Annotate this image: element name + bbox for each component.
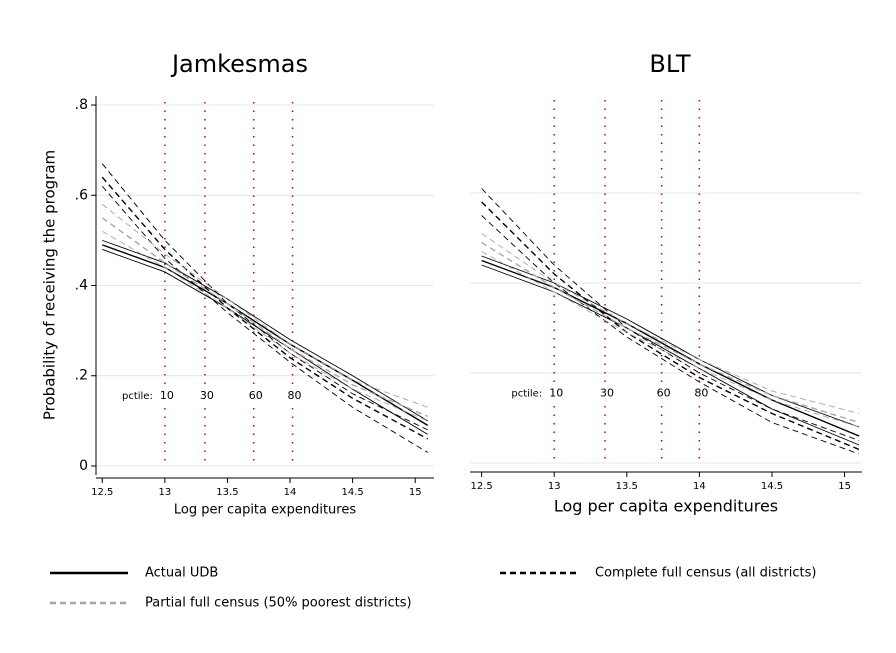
x-tick-label: 15	[838, 481, 851, 492]
confidence-line	[481, 264, 860, 446]
legend-label: Partial full census (50% poorest distric…	[145, 596, 412, 611]
x-axis-label: Log per capita expenditures	[174, 503, 356, 518]
x-tick-label: 12.5	[470, 481, 492, 492]
x-tick-label: 14	[284, 487, 297, 498]
legend-label: Complete full census (all districts)	[595, 566, 816, 581]
series-line	[101, 217, 429, 417]
y-tick-label: .6	[75, 187, 88, 203]
pctile-label: 60	[657, 386, 671, 399]
pctile-label: 80	[288, 389, 302, 402]
x-tick-label: 13	[158, 487, 171, 498]
pctile-label: 80	[694, 386, 708, 399]
pctile-label: 10	[160, 389, 174, 402]
pctile-label: 30	[600, 386, 614, 399]
series-line	[102, 244, 429, 426]
pctile-label: 60	[249, 389, 263, 402]
confidence-line	[102, 248, 428, 435]
series-line	[481, 241, 860, 424]
x-tick-label: 13	[548, 481, 561, 492]
confidence-line	[481, 255, 860, 428]
y-axis-label: Probability of receiving the program	[41, 150, 59, 420]
confidence-line	[481, 251, 860, 428]
pctile-label: 30	[600, 386, 614, 399]
pctile-label: 30	[200, 389, 214, 402]
y-tick-label: 0	[79, 458, 88, 474]
pctile-label: 10	[549, 386, 563, 399]
confidence-line	[101, 163, 428, 431]
pctile-caption: pctile:	[511, 388, 542, 399]
y-tick-label: .2	[75, 368, 88, 384]
confidence-line	[102, 230, 428, 422]
x-tick-label: 14.5	[761, 481, 783, 492]
legend-label: Actual UDB	[145, 566, 218, 581]
x-tick-label: 12.5	[91, 487, 113, 498]
pctile-label: 80	[694, 386, 708, 399]
x-axis-label: Log per capita expenditures	[554, 497, 778, 516]
chart-title: BLT	[649, 50, 691, 78]
pctile-caption: pctile:	[122, 391, 153, 402]
pctile-label: 10	[160, 389, 174, 402]
x-tick-label: 14.5	[341, 487, 363, 498]
series-line	[481, 201, 860, 451]
pctile-label: 80	[288, 389, 302, 402]
chart-title: Jamkesmas	[170, 50, 308, 78]
pctile-label: 10	[549, 386, 563, 399]
confidence-line	[481, 188, 860, 441]
y-tick-label: .4	[75, 278, 88, 294]
pctile-label: 60	[657, 386, 671, 399]
pctile-label: 30	[200, 389, 214, 402]
confidence-line	[481, 215, 860, 455]
x-tick-label: 13.5	[216, 487, 238, 498]
x-tick-label: 14	[693, 481, 706, 492]
x-tick-label: 13.5	[616, 481, 638, 492]
series-line	[481, 259, 860, 437]
confidence-line	[101, 203, 428, 408]
y-tick-label: .8	[75, 97, 88, 113]
confidence-line	[481, 233, 860, 414]
confidence-line	[102, 239, 428, 422]
pctile-label: 60	[249, 389, 263, 402]
x-tick-label: 15	[409, 487, 422, 498]
series-line	[101, 176, 429, 440]
